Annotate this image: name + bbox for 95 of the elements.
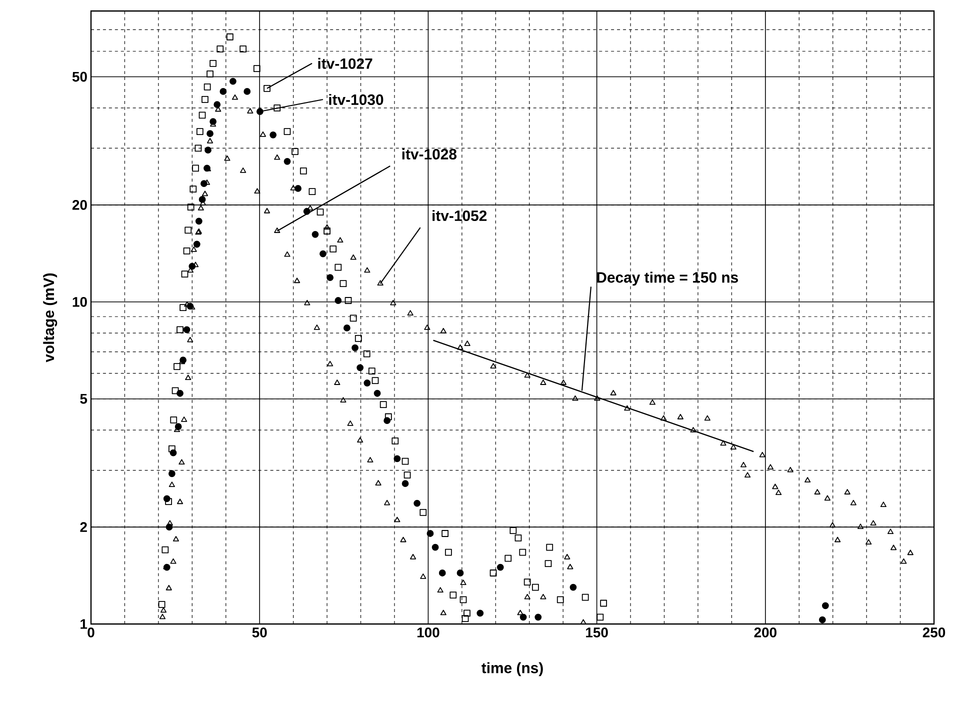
point (240, 167, 246, 173)
point (224, 155, 230, 161)
point (534, 614, 542, 621)
point (818, 616, 826, 624)
point (204, 146, 212, 154)
point (364, 380, 371, 386)
x-tick-label: 100 (417, 628, 440, 638)
point (206, 130, 214, 138)
point (160, 607, 167, 613)
point (352, 344, 358, 352)
x-tick-label: 200 (754, 628, 776, 638)
y-tick-label: 1 (80, 619, 88, 629)
y-tick-label: 10 (72, 296, 87, 307)
text: itv-1027 (318, 58, 372, 69)
point (270, 131, 277, 138)
point (284, 158, 291, 165)
point (304, 300, 310, 306)
point (230, 78, 236, 85)
point (195, 218, 202, 225)
point (476, 610, 484, 617)
x-tick-label: 250 (922, 628, 946, 638)
point (456, 570, 464, 576)
point (327, 360, 334, 366)
point (294, 185, 302, 192)
point (195, 229, 202, 235)
point (524, 594, 530, 600)
point (822, 602, 829, 610)
x-tick-label: 50 (252, 628, 267, 638)
point (168, 482, 175, 488)
point (343, 324, 350, 332)
point (256, 108, 264, 115)
point (334, 380, 340, 385)
point (570, 584, 577, 591)
point (438, 570, 446, 576)
point (520, 614, 527, 621)
y-tick-label: 2 (80, 522, 87, 532)
x-tick-label: 0 (88, 628, 94, 638)
point (214, 101, 221, 108)
point (460, 580, 466, 586)
point (244, 88, 251, 95)
point (384, 500, 390, 506)
x-tick-label: 150 (586, 628, 608, 638)
point (357, 437, 364, 443)
point (340, 397, 346, 402)
point (394, 516, 400, 522)
point (254, 188, 260, 194)
point (420, 573, 426, 579)
point (176, 390, 184, 397)
point (540, 594, 546, 600)
point (284, 251, 290, 257)
point (274, 228, 280, 233)
point (375, 480, 382, 486)
point (374, 390, 381, 397)
point (320, 250, 326, 258)
point (312, 230, 319, 238)
point (294, 278, 300, 284)
point (402, 480, 409, 487)
point (193, 240, 200, 248)
y-tick-label: 5 (80, 394, 88, 404)
point (356, 364, 364, 372)
annotation: Decay time = 150 ns (597, 272, 738, 286)
point (567, 564, 574, 570)
point (166, 520, 173, 526)
legend-label: itv-1030 (329, 94, 384, 106)
text: itv-1052 (432, 210, 487, 222)
point (426, 530, 434, 537)
point (347, 420, 354, 426)
point (190, 246, 197, 252)
x-axis-title: time (ns) (482, 662, 543, 676)
point (170, 449, 177, 456)
y-axis-title: voltage (mV) (43, 273, 58, 362)
point (168, 470, 176, 478)
point (202, 190, 208, 196)
y-tick-label: 50 (72, 72, 87, 82)
point (496, 564, 504, 571)
point (314, 324, 320, 330)
point (437, 587, 444, 593)
point (326, 274, 334, 282)
y-tick-label: 20 (72, 200, 87, 210)
point (183, 326, 190, 334)
point (517, 610, 524, 616)
point (198, 205, 204, 210)
point (334, 297, 342, 304)
point (432, 544, 439, 551)
point (410, 554, 416, 560)
point (220, 88, 227, 95)
point (384, 417, 391, 424)
point (564, 554, 570, 560)
point (394, 455, 401, 462)
point (264, 208, 270, 214)
point (400, 536, 406, 542)
point (367, 456, 374, 462)
point (440, 610, 446, 616)
point (414, 500, 421, 507)
point (163, 495, 170, 502)
